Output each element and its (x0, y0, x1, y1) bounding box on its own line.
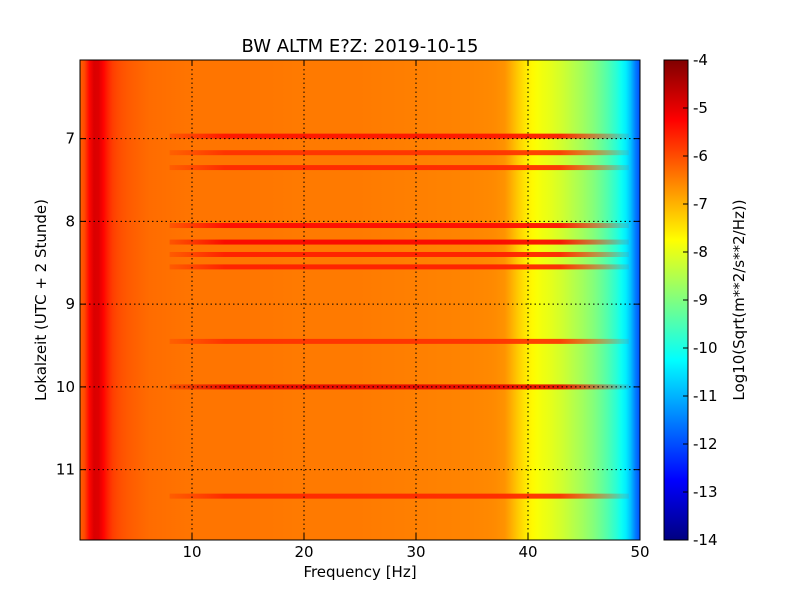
chart-title: BW ALTM E?Z: 2019-10-15 (242, 36, 479, 57)
x-tick-label: 30 (406, 543, 425, 561)
y-tick-label: 8 (65, 212, 75, 230)
time-band (169, 133, 629, 139)
y-tick-label: 11 (56, 461, 75, 479)
time-band (169, 165, 629, 171)
grid-lines (80, 60, 640, 540)
time-band (169, 493, 629, 499)
time-band (169, 384, 629, 390)
colorbar-tick-label: -8 (693, 243, 708, 261)
plot-frame (79, 59, 641, 541)
time-bands (169, 133, 629, 499)
y-tick-label: 7 (65, 130, 75, 148)
time-band (169, 239, 629, 245)
colorbar-tick-label: -12 (693, 435, 718, 453)
colorbar-tick-label: -13 (693, 483, 718, 501)
colorbar-tick-label: -6 (693, 147, 708, 165)
x-tick-label: 10 (182, 543, 201, 561)
x-axis-label: Frequency [Hz] (303, 563, 416, 581)
x-axis-ticks: 10 20 30 40 50 (182, 60, 650, 561)
x-tick-label: 20 (294, 543, 313, 561)
time-band (169, 264, 629, 270)
x-tick-label: 40 (518, 543, 537, 561)
x-tick-label: 50 (630, 543, 649, 561)
colorbar-tick-label: -14 (693, 531, 718, 549)
time-band (169, 251, 629, 257)
time-band (169, 223, 629, 229)
y-tick-label: 9 (65, 295, 75, 313)
colorbar-tick-label: -9 (693, 291, 708, 309)
colorbar-tick-label: -10 (693, 339, 718, 357)
colorbar-tick-label: -4 (693, 51, 708, 69)
colorbar-tick-label: -11 (693, 387, 718, 405)
colorbar-ticks: -4 -5 -6 -7 -8 -9 -10 -11 -12 -13 -14 (683, 51, 718, 549)
y-axis-ticks: 7 8 9 10 11 (56, 130, 640, 479)
time-band (169, 150, 629, 156)
colorbar-label: Log10(Sqrt(m**2/s**2/Hz)) (730, 199, 748, 400)
colorbar-tick-label: -7 (693, 195, 708, 213)
y-tick-label: 10 (56, 378, 75, 396)
colorbar-tick-label: -5 (693, 99, 708, 117)
time-band (169, 338, 629, 344)
spectrogram-background (80, 60, 640, 540)
y-axis-label: Lokalzeit (UTC + 2 Stunde) (32, 199, 50, 401)
